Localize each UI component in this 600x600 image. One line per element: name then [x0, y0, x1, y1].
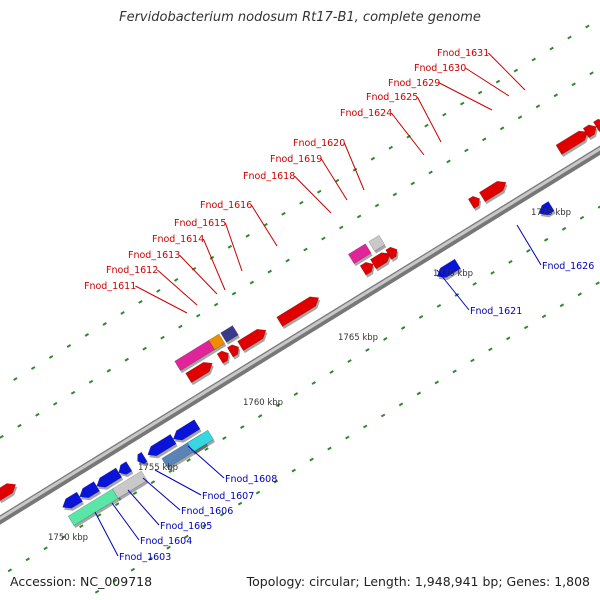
gene-fnod-1620c[interactable]	[368, 234, 387, 254]
gene-fnod-1630[interactable]	[582, 124, 598, 141]
genome-backbone-shadow	[0, 145, 600, 525]
label-fnod-1612[interactable]: Fnod_1612	[106, 265, 158, 276]
gene-fnod-1626[interactable]	[538, 201, 556, 218]
gene-fnod-1612[interactable]	[216, 350, 231, 366]
gene-fnod-1614[interactable]	[208, 333, 227, 353]
gene-fnod-1608c[interactable]	[186, 429, 216, 455]
reverse-guide-dots-outer	[94, 281, 600, 594]
gene-fnod-1621[interactable]	[436, 258, 463, 280]
gene-fnod-1613[interactable]	[226, 344, 241, 360]
label-fnod-1620[interactable]: Fnod_1620	[293, 138, 345, 149]
gene-fnod-1620d[interactable]	[385, 246, 399, 262]
label-fnod-1613-leader	[179, 254, 218, 295]
label-fnod-1606-leader	[142, 477, 181, 511]
label-fnod-1630[interactable]: Fnod_1630	[414, 63, 466, 74]
gene-fnod-1607[interactable]	[137, 451, 149, 467]
label-fnod-1605[interactable]: Fnod_1605	[160, 521, 212, 532]
label-fnod-1624[interactable]: Fnod_1624	[340, 108, 392, 119]
gene-fnod-1618[interactable]	[276, 296, 321, 330]
forward-guide-dots-inner	[0, 71, 594, 439]
gene-fnod-1606[interactable]	[118, 461, 134, 477]
label-fnod-1630-leader	[465, 67, 510, 97]
gene-fnod-1611[interactable]	[185, 361, 214, 386]
gene-fnod-1604[interactable]	[79, 481, 102, 501]
label-fnod-1603[interactable]: Fnod_1603	[119, 552, 171, 563]
label-fnod-1615[interactable]: Fnod_1615	[174, 218, 226, 229]
label-fnod-1631-leader	[488, 52, 526, 91]
gene-fnod-1629[interactable]	[555, 130, 590, 157]
label-fnod-1626-leader	[516, 224, 542, 266]
gene-fnod-1607b[interactable]	[147, 433, 178, 459]
label-fnod-1604-leader	[111, 502, 140, 541]
label-fnod-1608[interactable]: Fnod_1608	[225, 474, 277, 485]
gene-fnod-1630b[interactable]	[592, 118, 600, 134]
label-fnod-1611[interactable]: Fnod_1611	[84, 281, 136, 292]
label-fnod-1612-leader	[157, 269, 198, 306]
label-fnod-1629[interactable]: Fnod_1629	[388, 78, 440, 89]
label-fnod-1620-leader	[343, 142, 365, 191]
label-fnod-1611-leader	[135, 285, 188, 314]
gene-fnod-1608[interactable]	[172, 419, 202, 443]
gene-fnod-1619[interactable]	[359, 261, 375, 278]
label-fnod-1619-leader	[320, 158, 348, 201]
gene-fnod-1603[interactable]	[62, 491, 85, 511]
label-fnod-1624-leader	[391, 112, 425, 156]
label-fnod-1629-leader	[439, 82, 493, 111]
label-fnod-1616[interactable]: Fnod_1616	[200, 200, 252, 211]
label-fnod-1618[interactable]: Fnod_1618	[243, 171, 295, 182]
tick-1760kbp: 1760 kbp	[243, 398, 283, 408]
tick-1775kbp: 1775 kbp	[531, 208, 571, 218]
tick-1765kbp: 1765 kbp	[338, 333, 378, 343]
label-fnod-1607-leader	[154, 469, 202, 496]
gene-fnod-1615[interactable]	[220, 325, 240, 345]
genome-summary: Topology: circular; Length: 1,948,941 bp…	[246, 574, 590, 589]
map-title: Fervidobacterium nodosum Rt17-B1, comple…	[119, 10, 481, 25]
label-fnod-1625[interactable]: Fnod_1625	[366, 92, 418, 103]
gene-fnod-1616[interactable]	[237, 328, 268, 354]
label-fnod-1607[interactable]: Fnod_1607	[202, 491, 254, 502]
label-fnod-1615-leader	[224, 222, 243, 272]
reverse-guide-dots-inner	[7, 205, 600, 573]
gene-fnod-1620b[interactable]	[347, 243, 373, 267]
label-fnod-1613[interactable]: Fnod_1613	[128, 250, 180, 261]
label-fnod-1621[interactable]: Fnod_1621	[470, 306, 522, 317]
label-fnod-1625-leader	[416, 96, 442, 143]
label-fnod-1608-leader	[187, 445, 225, 479]
label-fnod-1626[interactable]: Fnod_1626	[542, 261, 594, 272]
label-fnod-1605-leader	[127, 489, 160, 526]
label-fnod-1603-leader	[94, 511, 119, 557]
tick-1750kbp: 1750 kbp	[48, 533, 88, 543]
gene-fnod-1605[interactable]	[96, 467, 124, 490]
label-fnod-1616-leader	[250, 204, 278, 247]
accession-label: Accession: NC_009718	[10, 574, 153, 589]
label-fnod-1606[interactable]: Fnod_1606	[181, 506, 233, 517]
genome-backbone	[0, 146, 600, 521]
label-fnod-1618-leader	[294, 175, 332, 214]
gene-fnod-1606c[interactable]	[111, 470, 149, 501]
label-fnod-1614-leader	[202, 238, 226, 291]
gene-fnod-1625[interactable]	[478, 180, 508, 205]
tick-1770kbp: 1770 kbp	[433, 269, 473, 279]
tick-1755kbp: 1755 kbp	[138, 463, 178, 473]
gene-fnod-1624[interactable]	[467, 195, 482, 212]
label-fnod-1614[interactable]: Fnod_1614	[152, 234, 204, 245]
label-fnod-1604[interactable]: Fnod_1604	[140, 536, 192, 547]
label-fnod-1631[interactable]: Fnod_1631	[437, 48, 489, 59]
gene-fnod-1620[interactable]	[369, 252, 392, 272]
forward-guide-dots-outer	[13, 24, 590, 381]
label-fnod-1621-leader	[436, 269, 470, 311]
label-fnod-1619[interactable]: Fnod_1619	[270, 154, 322, 165]
gene-fwd-left-1[interactable]	[0, 483, 18, 504]
